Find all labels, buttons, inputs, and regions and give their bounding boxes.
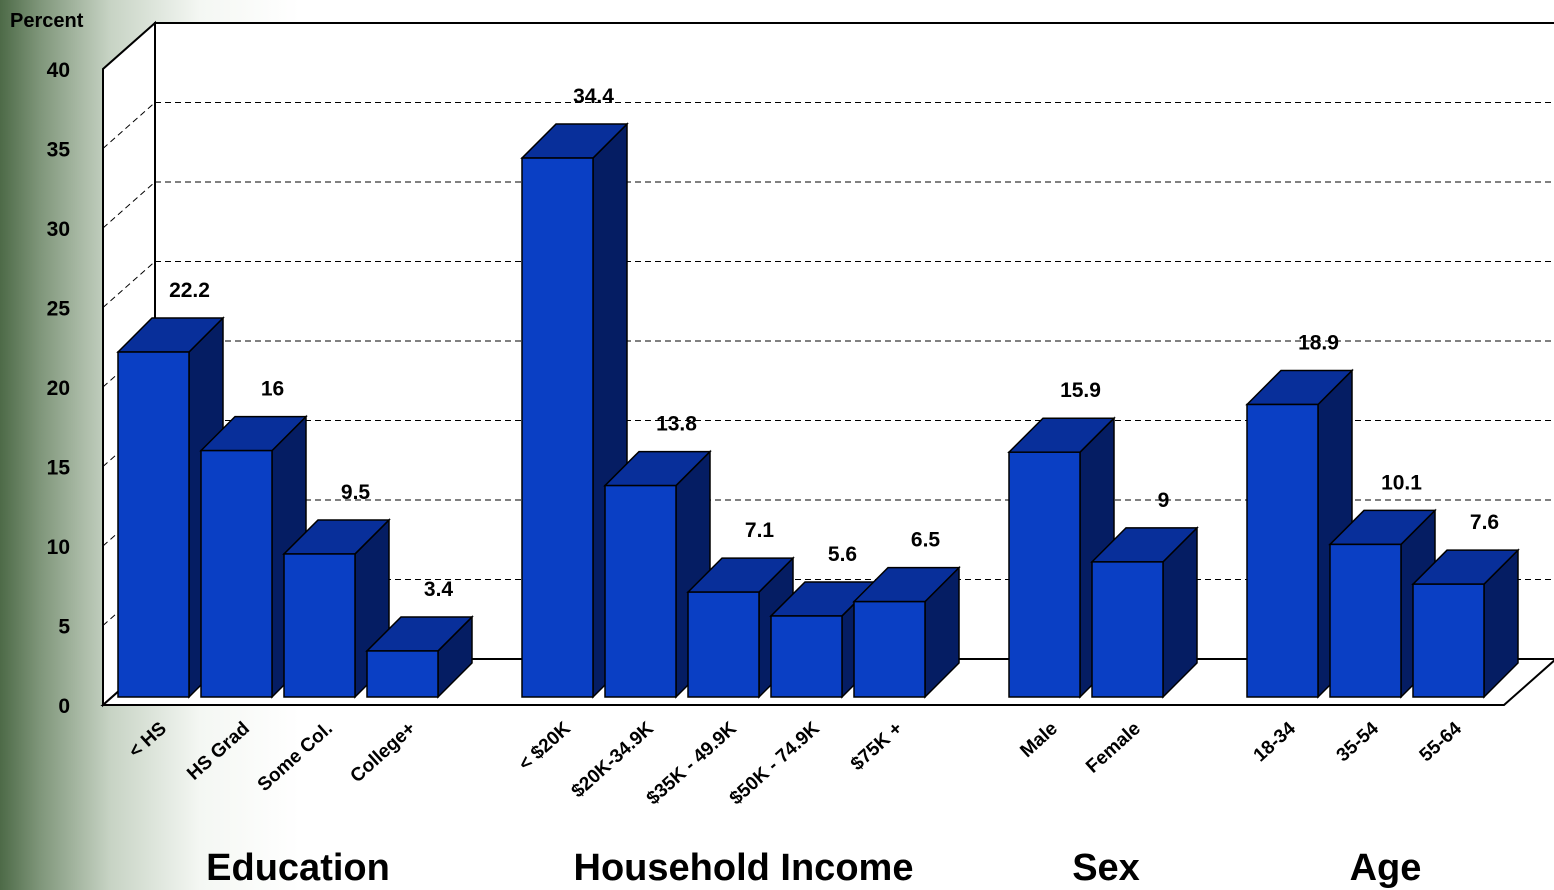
y-tick-label: 5	[58, 616, 70, 639]
data-label: 5.6	[828, 543, 857, 566]
bar	[687, 591, 760, 698]
y-tick-label: 40	[47, 59, 70, 82]
bar	[604, 484, 677, 698]
data-label: 34.4	[573, 85, 614, 108]
data-label: 9	[1158, 489, 1170, 512]
group-label: Sex	[1072, 847, 1140, 889]
y-tick-label: 35	[47, 139, 71, 162]
data-label: 6.5	[911, 529, 941, 552]
bars	[116, 122, 1520, 699]
x-tick-label: 35-54	[1333, 718, 1383, 766]
y-axis-label: Percent	[10, 10, 84, 32]
bar	[1008, 451, 1081, 698]
x-tick-label: $50K - 74.9K	[726, 718, 824, 809]
data-label: 7.6	[1470, 511, 1499, 534]
bar	[521, 157, 594, 698]
bar	[1091, 561, 1164, 698]
x-tick-label: < $20K	[515, 718, 575, 775]
bar	[853, 600, 926, 698]
group-label: Household Income	[574, 847, 914, 889]
data-label: 9.5	[341, 481, 371, 504]
y-tick-label: 30	[47, 218, 70, 241]
data-label: 13.8	[656, 413, 697, 436]
data-label: 22.2	[169, 279, 210, 302]
gridlines	[102, 22, 1554, 626]
x-tick-label: HS Grad	[183, 718, 254, 784]
gridline-side	[102, 22, 156, 70]
bar	[283, 553, 356, 698]
x-tick-label: $75K +	[847, 718, 907, 775]
y-tick-label: 25	[47, 298, 71, 321]
bar	[1329, 543, 1402, 698]
bar	[770, 615, 843, 698]
data-label: 18.9	[1298, 331, 1339, 354]
x-tick-label: 55-64	[1416, 718, 1466, 766]
group-label: Age	[1350, 847, 1422, 889]
y-tick-label: 20	[47, 377, 70, 400]
x-tick-label: Some Col.	[254, 718, 337, 796]
bar	[117, 351, 190, 698]
data-label: 16	[261, 378, 284, 401]
x-tick-label: Female	[1082, 718, 1145, 777]
x-tick-label: $20K-34.9K	[568, 718, 658, 802]
group-label: Education	[206, 847, 390, 889]
y-tick-label: 10	[47, 536, 70, 559]
x-tick-label: 18-34	[1250, 718, 1300, 766]
gridline-side	[102, 102, 156, 149]
data-label: 3.4	[424, 578, 454, 601]
gridline-side	[102, 181, 156, 229]
y-tick-label: 15	[47, 457, 71, 480]
x-tick-label: < HS	[125, 718, 171, 762]
bar	[366, 650, 439, 698]
bar	[200, 449, 273, 698]
data-label: 10.1	[1381, 471, 1422, 494]
bar	[1412, 583, 1485, 698]
x-tick-label: College+	[347, 718, 420, 787]
gridline-side	[102, 261, 156, 308]
data-label: 15.9	[1060, 379, 1101, 402]
bar	[1246, 403, 1319, 698]
y-tick-label: 0	[58, 695, 70, 718]
x-tick-label: Male	[1016, 718, 1061, 762]
data-label: 7.1	[745, 519, 775, 542]
